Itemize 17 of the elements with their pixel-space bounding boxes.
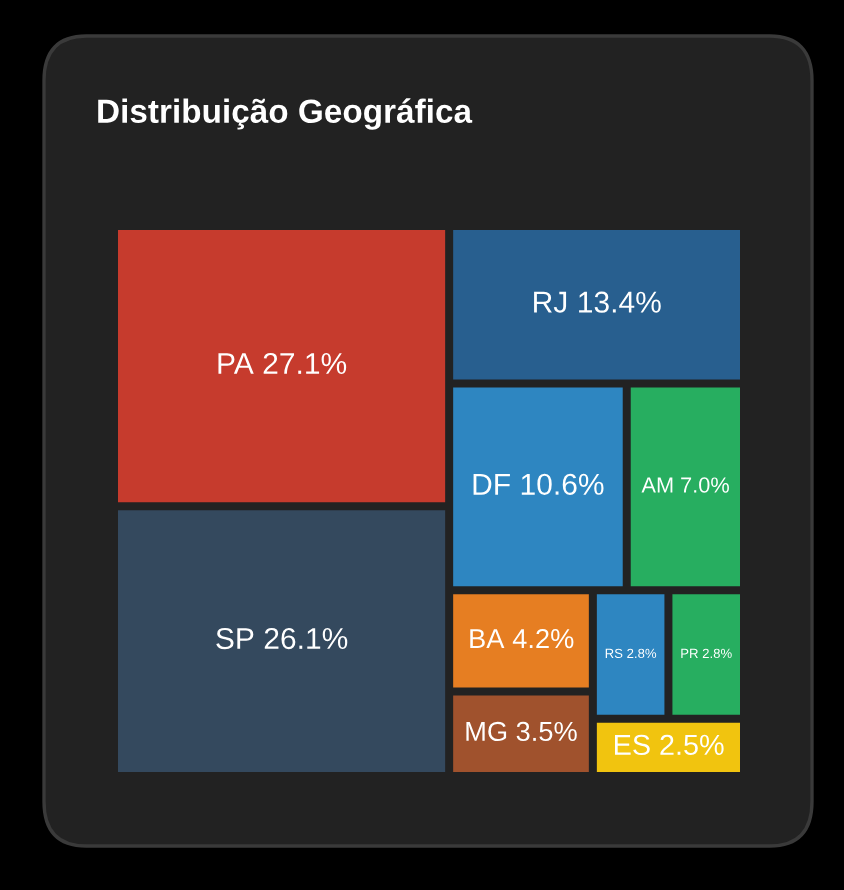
data-label: 2.5% bbox=[660, 734, 724, 756]
data-label: 3.5% bbox=[516, 721, 577, 742]
category-label: MG bbox=[466, 721, 507, 742]
data-label: 10.6% bbox=[521, 473, 604, 495]
data-label: 4.2% bbox=[512, 628, 574, 649]
data-label: 26.1% bbox=[264, 627, 348, 650]
category-label: AM bbox=[641, 477, 673, 493]
category-label: SP bbox=[216, 627, 254, 650]
category-label: ES bbox=[615, 734, 650, 756]
text: Distribuição Geográfica bbox=[98, 98, 473, 130]
category-label: RJ bbox=[534, 291, 567, 313]
data-label: 27.1% bbox=[263, 352, 347, 375]
category-label: PA bbox=[218, 353, 254, 374]
category-label: DF bbox=[473, 474, 510, 495]
category-label: BA bbox=[470, 629, 505, 649]
data-label: 13.4% bbox=[579, 291, 661, 313]
data-label: 7.0% bbox=[681, 477, 729, 493]
